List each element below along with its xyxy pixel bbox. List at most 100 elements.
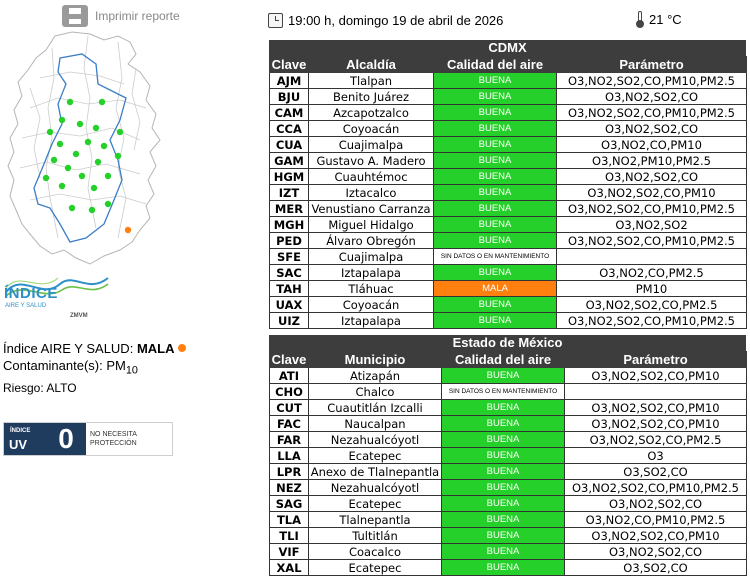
station-marker[interactable]: [116, 128, 124, 136]
station-code: BJU: [269, 88, 309, 105]
station-place: Cuajimalpa: [308, 248, 434, 265]
station-code: IZT: [269, 184, 309, 201]
station-marker[interactable]: [76, 120, 84, 128]
thermometer-icon: [636, 11, 644, 28]
station-marker[interactable]: [98, 98, 106, 106]
station-marker[interactable]: [66, 98, 74, 106]
cdmx-header-row: Clave Alcaldía Calidad del aire Parámetr…: [269, 56, 747, 73]
station-marker[interactable]: [92, 124, 100, 132]
station-marker[interactable]: [78, 172, 86, 180]
station-code: GAM: [269, 152, 309, 169]
edomex-table-title: Estado de México: [269, 335, 746, 351]
cdmx-table: CDMX Clave Alcaldía Calidad del aire Par…: [269, 40, 747, 329]
table-row: PED Álvaro Obregón BUENA O3,NO2,SO2,CO,PM10…: [269, 232, 747, 249]
station-marker[interactable]: [72, 150, 80, 158]
station-place: Coyoacán: [308, 120, 434, 137]
parameters-cell: O3,NO2,CO,PM2.5: [556, 264, 747, 281]
air-quality-cell: BUENA: [433, 312, 557, 329]
station-code: UAX: [269, 296, 309, 313]
table-row: HGM Cuauhtémoc BUENA O3,NO2,SO2,CO: [269, 168, 747, 185]
station-marker[interactable]: [104, 172, 112, 180]
station-code: UIZ: [269, 312, 309, 329]
parameters-cell: O3,NO2,SO2,CO: [564, 543, 747, 560]
air-quality-cell: BUENA: [433, 152, 557, 169]
uv-index-panel: ÍNDICE UV 0: [4, 423, 86, 455]
station-code: CUA: [269, 136, 309, 153]
station-marker[interactable]: [104, 200, 112, 208]
table-row: SFE Cuajimalpa SIN DATOS O EN MANTENIMIENT…: [269, 248, 747, 265]
station-marker[interactable]: [68, 204, 76, 212]
station-code: CCA: [269, 120, 309, 137]
table-row: XAL Ecatepec BUENA O3,SO2,CO: [269, 559, 747, 576]
air-quality-cell: BUENA: [441, 527, 565, 544]
table-row: AJM Tlalpan BUENA O3,NO2,SO2,CO,PM10,PM2.5: [269, 72, 747, 89]
air-quality-cell: BUENA: [433, 200, 557, 217]
table-row: ATI Atizapán BUENA O3,NO2,SO2,CO,PM10: [269, 367, 747, 384]
parameters-cell: O3,NO2,SO2,CO,PM10,PM2.5: [556, 200, 747, 217]
station-marker[interactable]: [42, 174, 50, 182]
table-row: SAG Ecatepec BUENA O3,NO2,SO2,CO: [269, 495, 747, 512]
map-boundaries: [7, 31, 161, 265]
station-marker[interactable]: [94, 158, 102, 166]
clock-icon: [268, 12, 283, 28]
air-quality-cell: BUENA: [433, 88, 557, 105]
station-marker[interactable]: [46, 128, 54, 136]
col-header-calidad: Calidad del aire: [441, 351, 565, 368]
station-marker[interactable]: [90, 184, 98, 192]
station-place: Iztapalapa: [308, 312, 434, 329]
print-report-link[interactable]: Imprimir reporte: [62, 4, 180, 28]
uv-label-small: ÍNDICE: [10, 428, 31, 434]
station-marker[interactable]: [124, 226, 132, 234]
station-marker[interactable]: [100, 142, 108, 150]
parameters-cell: O3,NO2,SO2,CO,PM10: [564, 367, 747, 384]
parameters-cell: O3,NO2,SO2,CO,PM10,PM2.5: [556, 312, 747, 329]
station-marker[interactable]: [84, 138, 92, 146]
table-row: MGH Miguel Hidalgo BUENA O3,NO2,SO2: [269, 216, 747, 233]
table-row: TAH Tláhuac MALA PM10: [269, 280, 747, 297]
station-code: XAL: [269, 559, 309, 576]
air-quality-cell: BUENA: [433, 264, 557, 281]
table-row: VIF Coacalco BUENA O3,NO2,SO2,CO: [269, 543, 747, 560]
station-marker[interactable]: [50, 156, 58, 164]
air-quality-cell: BUENA: [433, 120, 557, 137]
table-row: CHO Chalco SIN DATOS O EN MANTENIMIENTO: [269, 383, 747, 400]
station-place: Nezahualcóyotl: [308, 431, 442, 448]
table-row: FAR Nezahualcóyotl BUENA O3,NO2,SO2,CO,PM2.…: [269, 431, 747, 448]
station-marker[interactable]: [88, 206, 96, 214]
station-place: Chalco: [308, 383, 442, 400]
station-code: LPR: [269, 463, 309, 480]
station-code: TAH: [269, 280, 309, 297]
print-report-label[interactable]: Imprimir reporte: [95, 9, 180, 23]
printer-icon[interactable]: [62, 5, 88, 27]
parameters-cell: O3,SO2,CO: [564, 463, 747, 480]
station-marker[interactable]: [56, 140, 64, 148]
parameters-cell: O3,NO2,SO2,CO: [556, 168, 747, 185]
index-prefix: Índice AIRE Y SALUD:: [3, 341, 134, 356]
station-code: CHO: [269, 383, 309, 400]
air-quality-cell: BUENA: [433, 136, 557, 153]
air-quality-cell: BUENA: [441, 431, 565, 448]
air-quality-cell: BUENA: [433, 216, 557, 233]
station-code: ATI: [269, 367, 309, 384]
station-marker[interactable]: [58, 182, 66, 190]
station-code: SFE: [269, 248, 309, 265]
table-row: GAM Gustavo A. Madero BUENA O3,NO2,PM10,PM2…: [269, 152, 747, 169]
parameters-cell: [556, 248, 747, 265]
station-marker[interactable]: [58, 116, 66, 124]
station-place: Cuautitlán Izcalli: [308, 399, 442, 416]
air-quality-cell: BUENA: [441, 415, 565, 432]
air-quality-cell: MALA: [433, 280, 557, 297]
station-place: Coacalco: [308, 543, 442, 560]
map-outline: [7, 31, 161, 265]
station-code: SAC: [269, 264, 309, 281]
parameters-cell: O3,NO2,SO2,CO,PM10,PM2.5: [556, 232, 747, 249]
station-marker[interactable]: [64, 164, 72, 172]
station-code: AJM: [269, 72, 309, 89]
table-row: LLA Ecatepec BUENA O3: [269, 447, 747, 464]
station-marker[interactable]: [114, 152, 122, 160]
table-row: FAC Naucalpan BUENA O3,NO2,SO2,CO,PM10: [269, 415, 747, 432]
cdmx-table-title: CDMX: [269, 40, 746, 56]
table-row: TLA Tlalnepantla BUENA O3,NO2,CO,PM10,PM2.5: [269, 511, 747, 528]
station-code: CUT: [269, 399, 309, 416]
station-code: NEZ: [269, 479, 309, 496]
